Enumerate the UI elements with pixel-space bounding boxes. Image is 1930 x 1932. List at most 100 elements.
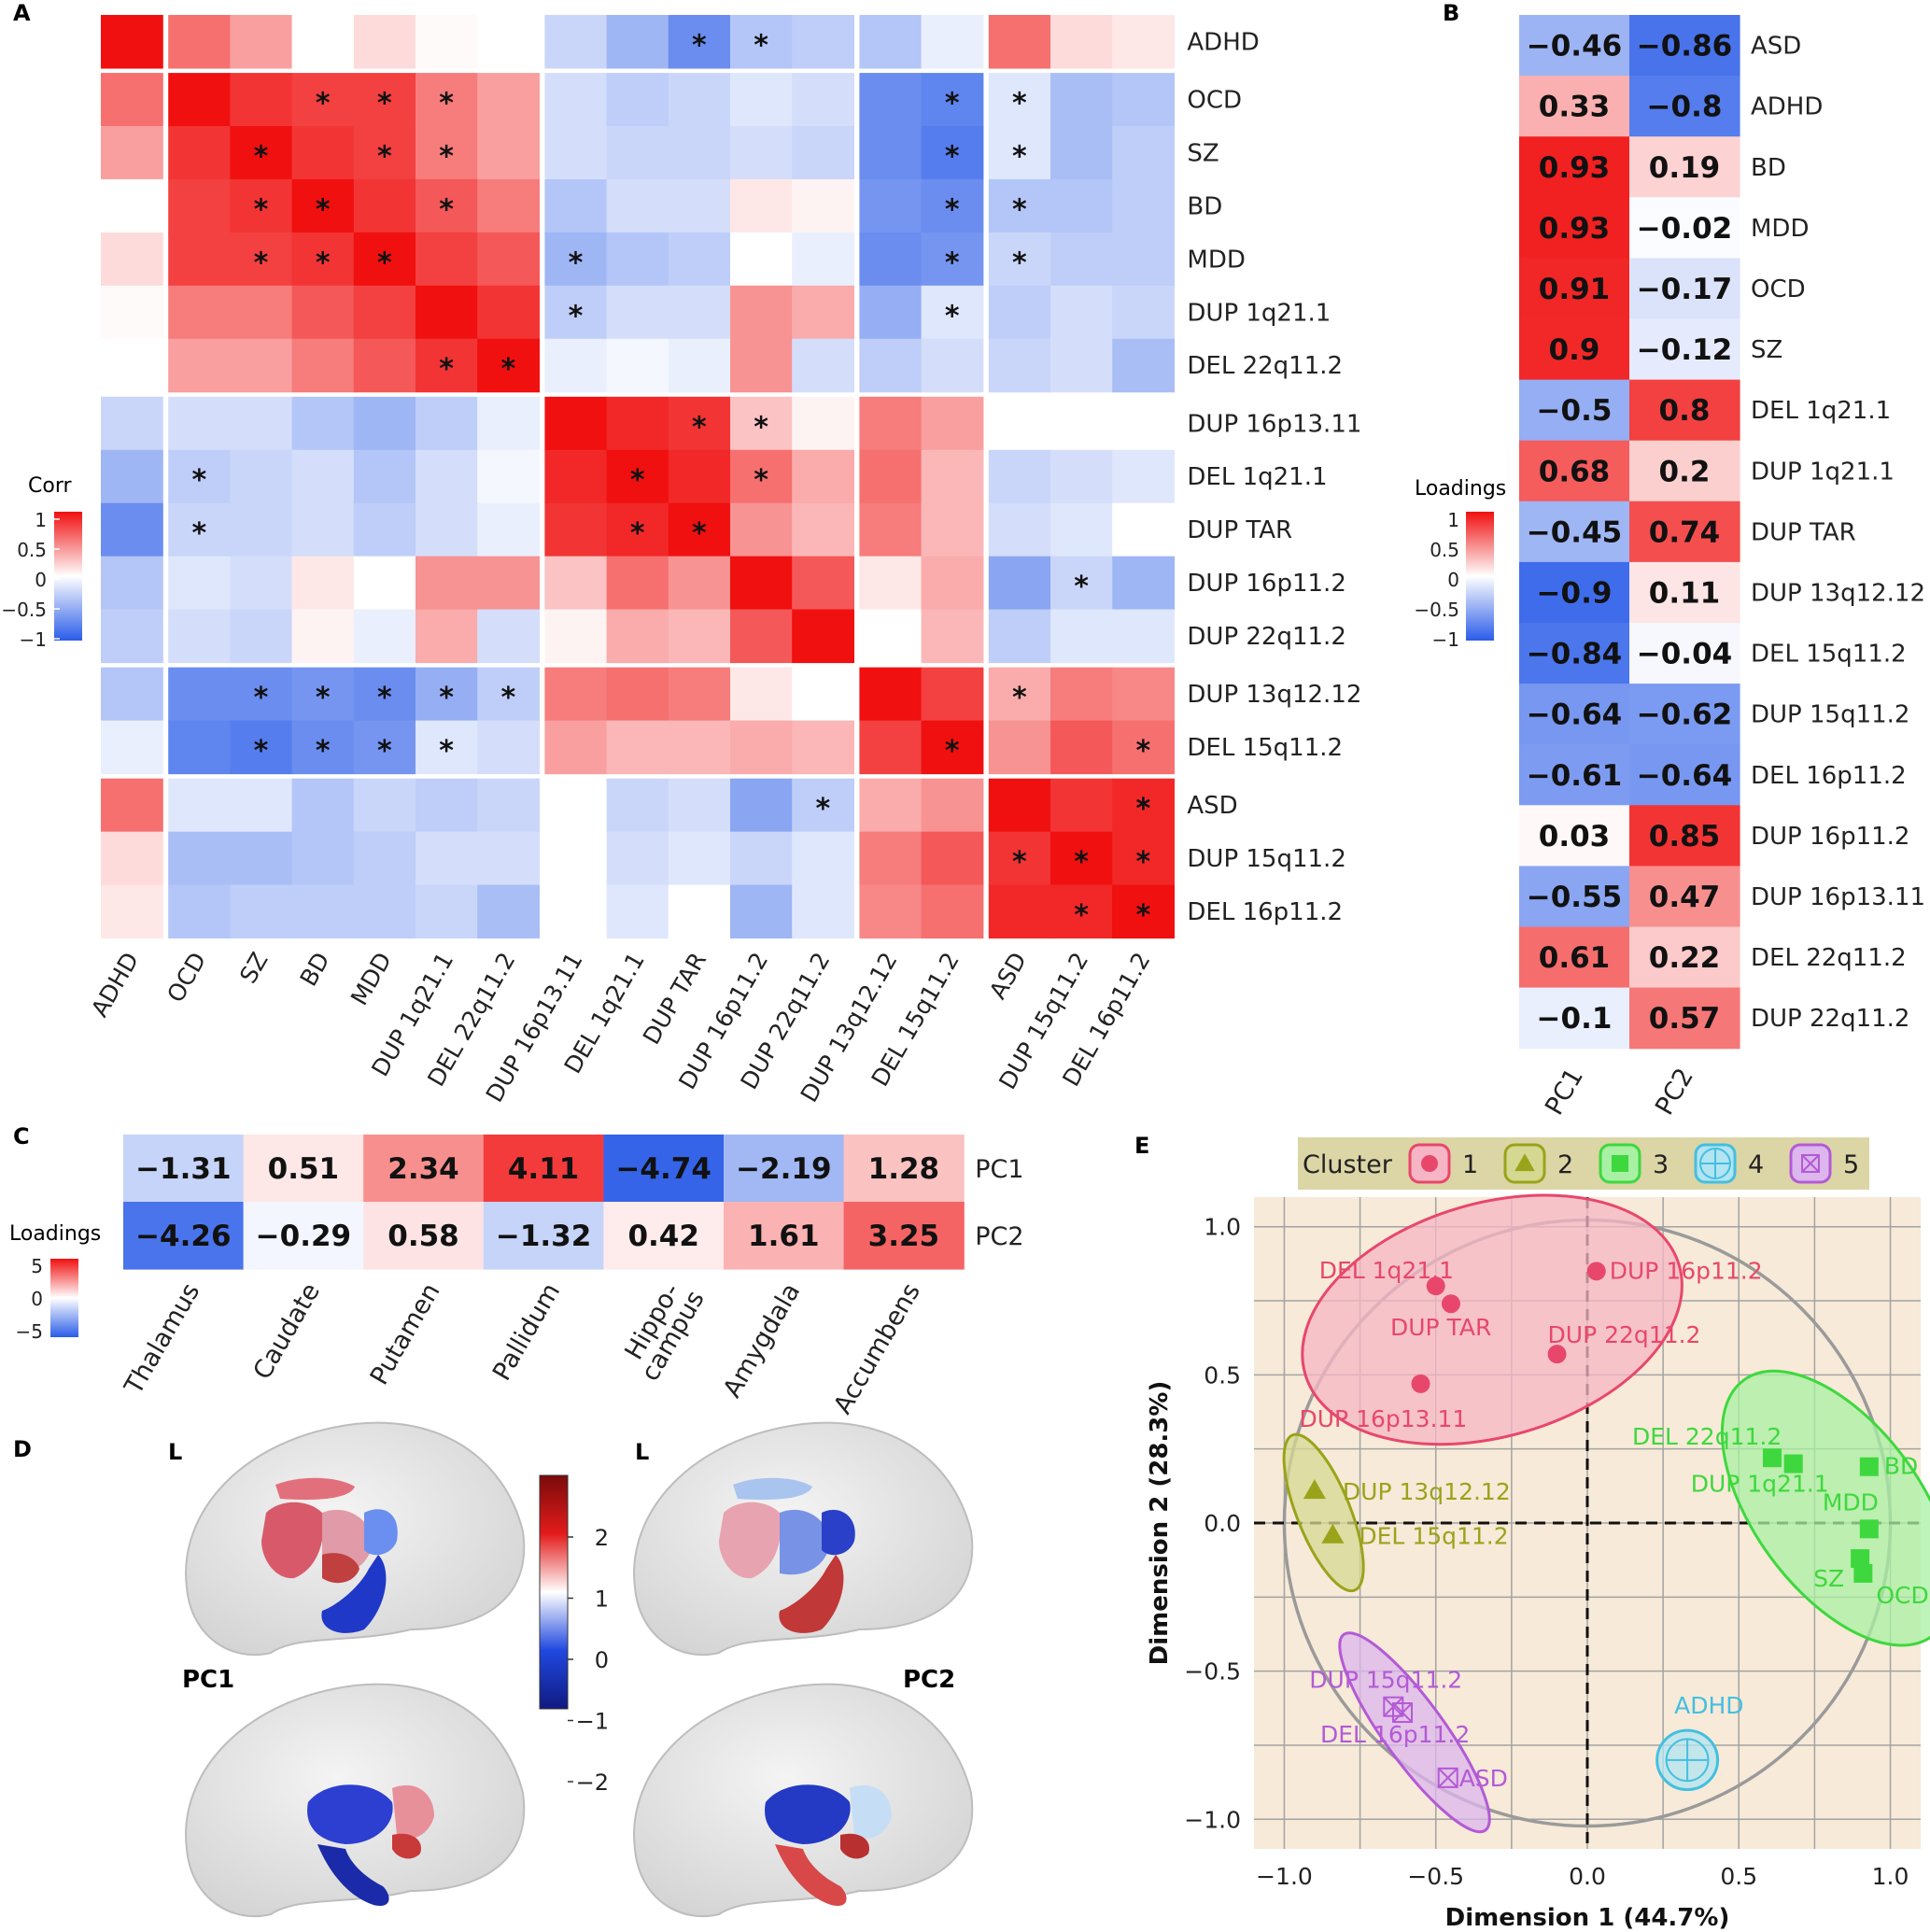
row-label-asd: ASD <box>1187 792 1237 820</box>
panel-a-correlation-heatmap: * * * * * * * * * * * * * * * * * * * * * * * * * * * * * * * * * * * * * * * *… <box>86 15 1361 1107</box>
heatmap-b-cell <box>1519 805 1630 867</box>
y-tick-label: 0.0 <box>1204 1510 1241 1537</box>
heatmap-b-cell <box>1629 926 1740 989</box>
legend-a-tick: 1 <box>35 509 47 531</box>
cluster-legend-title: Cluster <box>1303 1150 1393 1179</box>
heatmap-b-cell <box>1629 76 1740 137</box>
heatmap-a-cell <box>921 126 984 180</box>
heatmap-a-cell <box>101 609 163 664</box>
heatmap-a-cell <box>168 178 231 233</box>
point-label-dup-tar: DUP TAR <box>1390 1314 1491 1341</box>
significance-star: * <box>945 88 960 120</box>
heatmap-a-cell <box>1050 884 1113 939</box>
heatmap-a-cell <box>921 178 984 233</box>
heatmap-a-cell <box>1112 831 1175 886</box>
heatmap-a-cell <box>1050 609 1113 664</box>
heatmap-a-cell <box>1050 285 1113 340</box>
row-label-del-22q11-2: DEL 22q11.2 <box>1187 352 1343 380</box>
significance-star: * <box>1012 682 1027 714</box>
heatmap-a-cell <box>988 831 1051 886</box>
heatmap-a-cell <box>988 609 1051 664</box>
heatmap-c-cell <box>843 1135 965 1203</box>
heatmap-a-cell <box>416 178 478 233</box>
cluster-legend-marker-1 <box>1421 1155 1438 1172</box>
heatmap-a-cell <box>730 15 793 69</box>
hemisphere-label-left-1: L <box>168 1439 182 1465</box>
panel-e-cluster-scatter: DEL 1q21.1 DUP TAR DUP 16p13.11 DUP 16p11.2… <box>1146 1137 1930 1932</box>
heatmap-c-cell <box>724 1202 845 1270</box>
heatmap-a-cell <box>477 831 540 886</box>
row-label-ocd: OCD <box>1187 87 1242 115</box>
heatmap-a-cell <box>1112 73 1175 127</box>
heatmap-a-cell <box>988 15 1051 69</box>
heatmap-a-cell <box>730 126 793 180</box>
heatmap-b-cell <box>1519 76 1630 137</box>
row-label-del-15q11-2: DEL 15q11.2 <box>1187 734 1343 762</box>
heatmap-a-cell <box>988 178 1051 233</box>
view-label-pc1: PC1 <box>182 1666 234 1694</box>
heatmap-a-cell <box>477 178 540 233</box>
heatmap-a-cell <box>416 449 478 504</box>
heatmap-a-cell <box>291 126 355 180</box>
heatmap-b-cell <box>1629 866 1740 928</box>
col-label-putamen: Putamen <box>365 1278 446 1389</box>
heatmap-a-cell <box>792 556 854 611</box>
cluster-1-points: DEL 1q21.1 DUP TAR DUP 16p13.11 DUP 16p11.2… <box>1300 1257 1763 1432</box>
heatmap-a-cell <box>168 73 231 127</box>
heatmap-a-cell <box>921 667 984 722</box>
row-label-dup-16p13-11: DUP 16p13.11 <box>1751 883 1925 911</box>
heatmap-b-cell <box>1629 379 1740 442</box>
heatmap-c-cell <box>363 1135 485 1203</box>
heatmap-b-cell <box>1519 258 1630 320</box>
heatmap-a-cell <box>606 178 669 233</box>
cluster-5-points: DUP 15q11.2 DEL 16p11.2 ASD <box>1309 1667 1508 1792</box>
point-del-15q11-2 <box>1321 1523 1345 1544</box>
heatmap-a-cell <box>988 449 1051 504</box>
col-label-adhd: ADHD <box>86 948 144 1022</box>
heatmap-c-value: 0.42 <box>627 1220 699 1253</box>
row-label-adhd: ADHD <box>1751 93 1823 121</box>
heatmap-a-cell <box>730 232 793 287</box>
point-del-1q21-1 <box>1426 1276 1445 1296</box>
row-label-dup-15q11-2: DUP 15q11.2 <box>1751 701 1909 729</box>
cluster-legend-marker-5 <box>1801 1154 1820 1173</box>
heatmap-a-cell <box>606 720 669 775</box>
heatmap-a-cell <box>1050 126 1113 180</box>
cluster-2-points: DUP 13q12.12 DEL 15q11.2 <box>1303 1478 1511 1550</box>
heatmap-a-cell <box>416 396 478 451</box>
heatmap-b-value: 0.93 <box>1539 151 1611 185</box>
heatmap-b-value: −0.84 <box>1527 638 1622 671</box>
heatmap-a-cell <box>544 232 608 287</box>
heatmap-b-value: 0.74 <box>1649 515 1721 549</box>
significance-star: * <box>254 140 269 173</box>
col-label-ocd: OCD <box>162 948 211 1007</box>
heatmap-c-value: −4.74 <box>615 1152 711 1186</box>
heatmap-a-cell <box>921 285 984 340</box>
heatmap-b-value: −0.17 <box>1637 273 1732 306</box>
heatmap-a-cell <box>291 778 355 833</box>
heatmap-a-cell <box>988 720 1051 775</box>
heatmap-a-cell <box>544 285 608 340</box>
brain-colorbar-tick: 1 <box>595 1586 609 1613</box>
heatmap-a-cell <box>353 232 416 287</box>
legend-b-colorbar <box>1466 512 1494 641</box>
heatmap-a-cell <box>353 15 416 69</box>
heatmap-a-cell <box>859 178 923 233</box>
heatmap-b-value: 0.19 <box>1649 151 1721 185</box>
heatmap-c-value: 4.11 <box>508 1152 580 1186</box>
heatmap-c-value: −1.31 <box>135 1152 231 1186</box>
heatmap-a-cell <box>416 232 478 287</box>
heatmap-a-cell <box>988 778 1051 833</box>
heatmap-c-value: 1.28 <box>868 1152 940 1186</box>
row-label-asd: ASD <box>1751 33 1801 61</box>
heatmap-a-cell <box>606 502 669 557</box>
heatmap-a-cell <box>606 667 669 722</box>
heatmap-a-cell <box>353 831 416 886</box>
heatmap-a-cell <box>353 338 416 393</box>
heatmap-a-cell <box>921 502 984 557</box>
heatmap-a-cell <box>1112 778 1175 833</box>
point-label-dup-15q11-2: DUP 15q11.2 <box>1309 1667 1462 1694</box>
heatmap-b-cell <box>1519 561 1630 624</box>
heatmap-a-cell <box>168 338 231 393</box>
